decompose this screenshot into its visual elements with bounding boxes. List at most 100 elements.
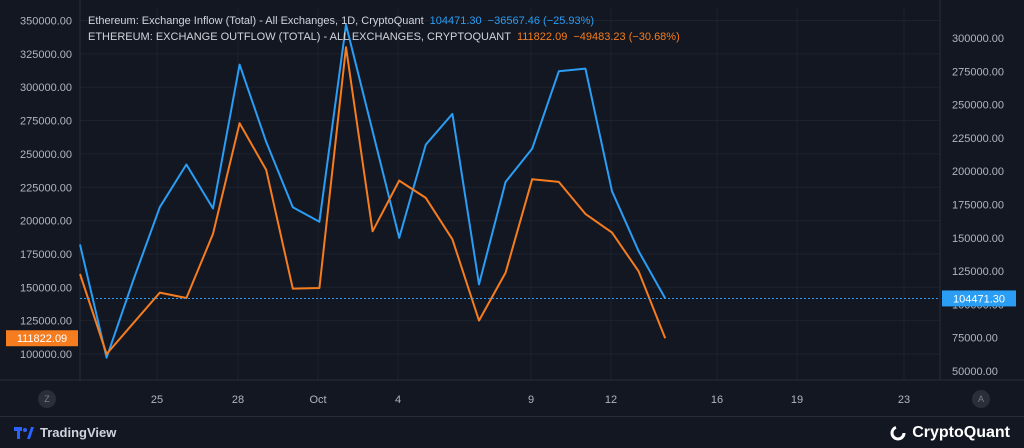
data-point: [424, 143, 427, 146]
data-point: [345, 46, 348, 49]
right-tick-label: 175000.00: [952, 200, 1004, 212]
legend-inflow-label: Ethereum: Exchange Inflow (Total) - All …: [88, 15, 424, 27]
data-point: [611, 231, 614, 234]
grid: [80, 8, 940, 380]
x-tick-label: 25: [151, 394, 163, 406]
left-tick-label: 100000.00: [20, 349, 72, 361]
data-point: [79, 272, 82, 275]
legend-inflow-value: 104471.30: [429, 15, 482, 27]
data-point: [318, 220, 321, 223]
data-point: [105, 353, 108, 356]
footer-bar: TradingView CryptoQuant: [0, 416, 1024, 448]
data-point: [371, 230, 374, 233]
data-point: [185, 163, 188, 166]
legend-row-outflow[interactable]: ETHEREUM: EXCHANGE OUTFLOW (TOTAL) - ALL…: [88, 29, 680, 45]
data-point: [398, 179, 401, 182]
right-tick-label: 50000.00: [952, 366, 998, 378]
data-point: [318, 286, 321, 289]
legend-outflow-change: −49483.23 (−30.68%): [573, 31, 680, 43]
left-tick-label: 250000.00: [20, 149, 72, 161]
inflow-tag-bg: [942, 290, 1016, 307]
x-tick-label: 16: [711, 394, 723, 406]
legend-outflow-label: ETHEREUM: EXCHANGE OUTFLOW (TOTAL) - ALL…: [88, 31, 511, 43]
left-tick-label: 350000.00: [20, 16, 72, 28]
data-point: [291, 287, 294, 290]
legend-outflow-value: 111822.09: [516, 31, 568, 43]
tradingview-icon: [14, 426, 34, 439]
data-point: [132, 279, 135, 282]
outflow-tag-text: 111822.09: [17, 333, 67, 345]
left-tick-label: 300000.00: [20, 82, 72, 94]
right-tick-label: 125000.00: [952, 266, 1004, 278]
inflow-tag-text: 104471.30: [953, 293, 1005, 305]
legend-inflow-change: −36567.46 (−25.93%): [487, 15, 595, 27]
right-tick-label: 300000.00: [952, 33, 1004, 45]
left-tick-label: 275000.00: [20, 116, 72, 128]
data-point: [584, 67, 587, 70]
outflow-tag-bg: [6, 330, 78, 347]
data-point: [238, 63, 241, 66]
data-point: [371, 130, 374, 133]
right-tick-label: 150000.00: [952, 233, 1004, 245]
data-point: [478, 283, 481, 286]
x-tick-label: Oct: [309, 394, 326, 406]
data-point: [238, 122, 241, 125]
data-point: [424, 196, 427, 199]
data-point: [212, 207, 215, 210]
left-tick-label: 150000.00: [20, 282, 72, 294]
x-tick-label: 12: [605, 394, 617, 406]
cryptoquant-icon: [890, 425, 906, 441]
right-tick-label: 75000.00: [952, 333, 998, 345]
data-point: [557, 180, 560, 183]
left-tick-label: 125000.00: [20, 316, 72, 328]
left-tick-label: 175000.00: [20, 249, 72, 261]
data-point: [265, 168, 268, 171]
inflow-last-value-tag: 104471.30: [942, 290, 1016, 307]
x-tick-label: 28: [232, 394, 244, 406]
data-point: [637, 250, 640, 253]
data-point: [451, 112, 454, 115]
data-point: [478, 319, 481, 322]
data-point: [132, 322, 135, 325]
data-point: [291, 206, 294, 209]
data-point: [105, 356, 108, 359]
left-scale-button[interactable]: Z: [38, 390, 56, 408]
data-point: [398, 236, 401, 239]
data-point: [79, 243, 82, 246]
right-tick-label: 275000.00: [952, 66, 1004, 78]
data-point: [504, 180, 507, 183]
data-point: [451, 238, 454, 241]
outflow-last-value-tag: 111822.09: [6, 330, 78, 347]
x-tick-label: 9: [528, 394, 534, 406]
data-point: [265, 140, 268, 143]
data-point: [637, 270, 640, 273]
left-tick-label: 200000.00: [20, 216, 72, 228]
cryptoquant-logo: CryptoQuant: [890, 424, 1010, 442]
auto-scale-button[interactable]: A: [972, 390, 990, 408]
series-outflow-line: [79, 46, 667, 355]
data-point: [212, 232, 215, 235]
cryptoquant-label: CryptoQuant: [912, 424, 1010, 441]
data-point: [158, 291, 161, 294]
series-inflow-line: [79, 23, 667, 359]
data-point: [611, 190, 614, 193]
right-tick-label: 250000.00: [952, 100, 1004, 112]
data-point: [504, 271, 507, 274]
right-tick-label: 200000.00: [952, 166, 1004, 178]
legend-row-inflow[interactable]: Ethereum: Exchange Inflow (Total) - All …: [88, 13, 680, 29]
x-tick-label: 4: [395, 394, 401, 406]
data-point: [531, 147, 534, 150]
tradingview-logo[interactable]: TradingView: [14, 425, 116, 440]
left-tick-label: 325000.00: [20, 49, 72, 61]
tradingview-label: TradingView: [40, 425, 117, 440]
data-point: [531, 178, 534, 181]
data-point: [664, 337, 667, 340]
x-tick-label: 19: [791, 394, 803, 406]
data-point: [158, 206, 161, 209]
x-tick-label: 23: [898, 394, 910, 406]
chart-legend: Ethereum: Exchange Inflow (Total) - All …: [88, 13, 680, 45]
data-point: [557, 70, 560, 73]
data-point: [584, 212, 587, 215]
left-tick-label: 225000.00: [20, 182, 72, 194]
